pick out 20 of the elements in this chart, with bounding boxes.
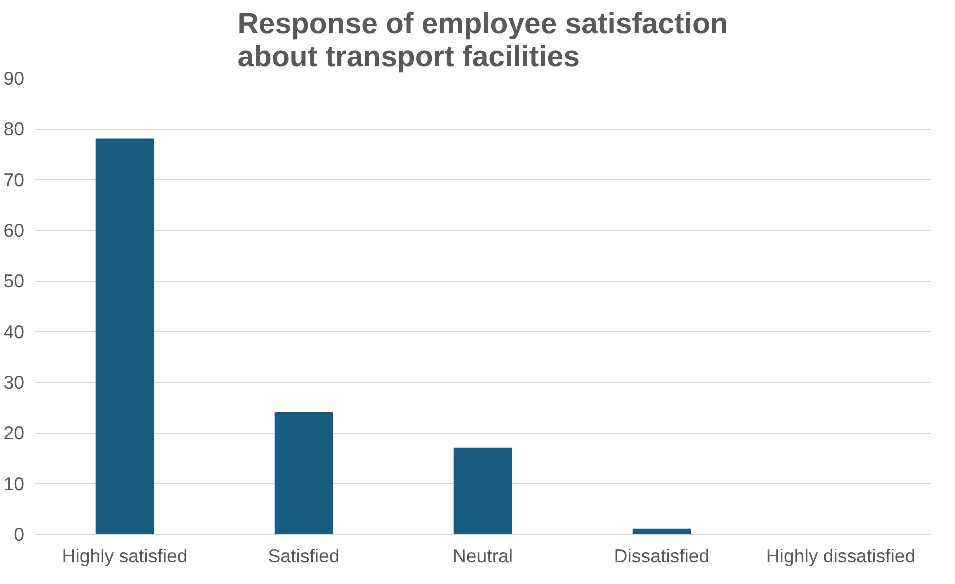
y-tick-label: 40 bbox=[4, 321, 25, 342]
x-tick-label: Highly dissatisfied bbox=[766, 546, 916, 566]
y-tick-label: 60 bbox=[4, 220, 25, 241]
bar bbox=[454, 448, 512, 534]
y-tick-label: 0 bbox=[14, 524, 25, 545]
chart-title: Response of employee satisfaction about transport facilities bbox=[238, 8, 728, 74]
y-tick-label: 80 bbox=[4, 118, 25, 140]
x-tick-label: Highly satisfied bbox=[62, 546, 188, 566]
y-tick-label: 70 bbox=[4, 169, 25, 190]
y-tick-label: 50 bbox=[4, 270, 25, 292]
x-tick-label: Satisfied bbox=[268, 546, 340, 566]
y-tick-label: 90 bbox=[4, 68, 25, 89]
bar bbox=[274, 412, 334, 534]
y-tick-label: 10 bbox=[4, 473, 25, 494]
x-tick-label: Dissatisfied bbox=[614, 546, 710, 566]
bar bbox=[632, 528, 692, 534]
y-tick-label: 30 bbox=[4, 372, 25, 393]
bar bbox=[96, 138, 154, 534]
y-tick-label: 20 bbox=[4, 422, 25, 444]
x-tick-label: Neutral bbox=[452, 546, 514, 566]
